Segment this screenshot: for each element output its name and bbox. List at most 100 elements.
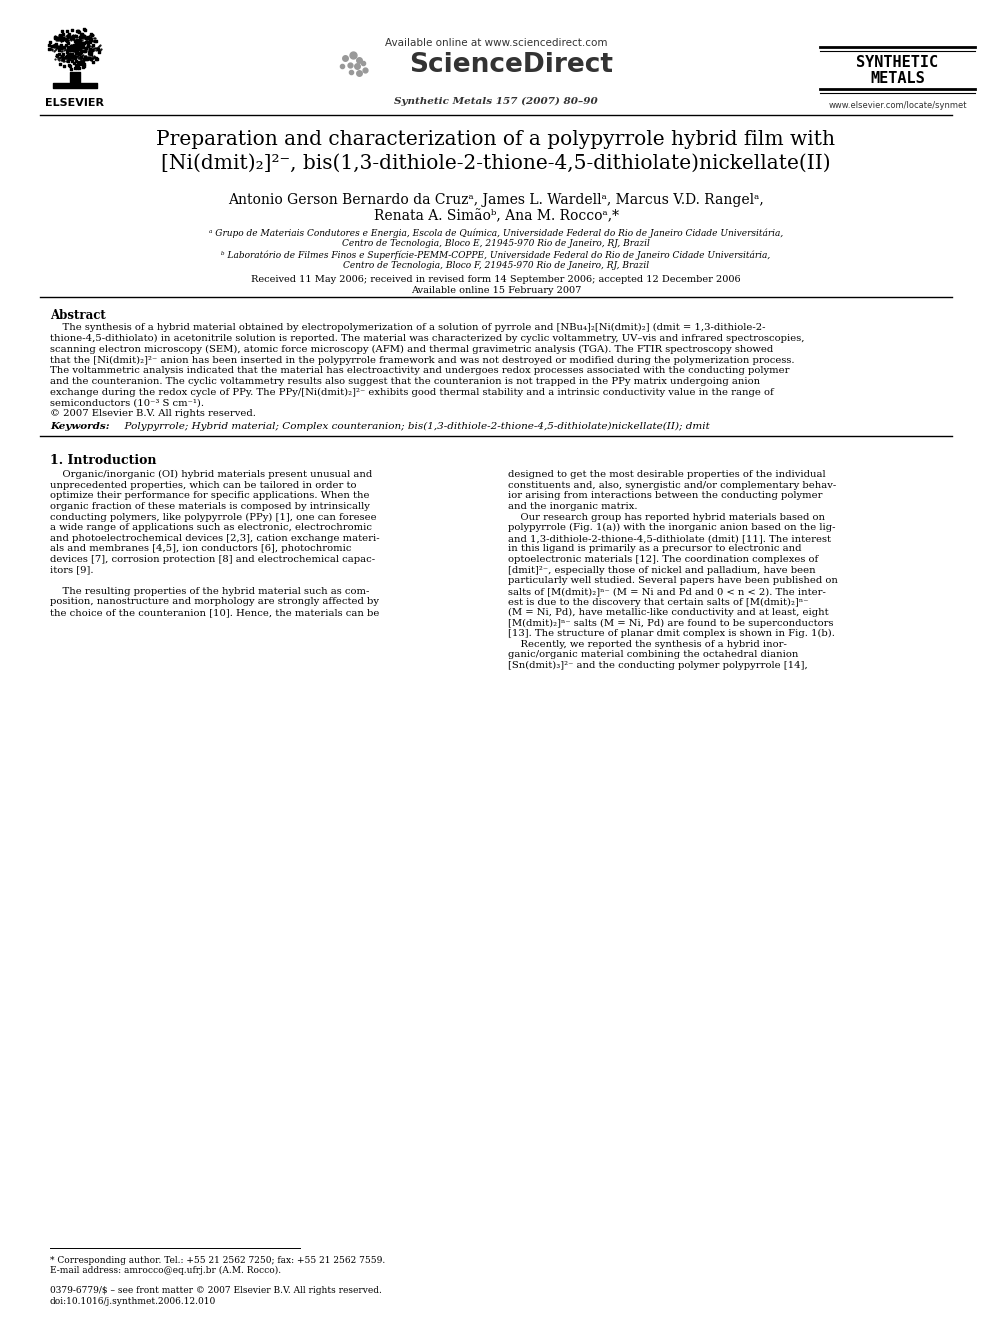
Point — [64, 46, 80, 67]
Point — [88, 48, 104, 69]
Point — [56, 26, 71, 48]
Text: unprecedented properties, which can be tailored in order to: unprecedented properties, which can be t… — [50, 480, 356, 490]
Point — [62, 37, 78, 58]
Point — [52, 46, 67, 67]
Point — [70, 21, 86, 42]
Point — [59, 40, 74, 61]
Point — [62, 46, 78, 67]
Point — [76, 28, 92, 49]
Point — [65, 29, 81, 50]
Point — [62, 24, 77, 45]
Point — [57, 29, 72, 50]
Point — [76, 25, 92, 46]
Text: SYNTHETIC: SYNTHETIC — [856, 56, 938, 70]
Point — [83, 30, 99, 52]
Point — [49, 29, 64, 50]
Point — [67, 38, 83, 60]
Point — [77, 20, 93, 41]
Point — [85, 25, 101, 46]
Point — [69, 54, 85, 75]
Point — [53, 48, 68, 69]
Point — [81, 29, 97, 50]
Point — [56, 45, 71, 66]
Point — [82, 38, 98, 60]
Point — [62, 29, 78, 50]
Point — [49, 36, 64, 57]
Point — [66, 36, 82, 57]
Point — [61, 37, 76, 58]
Text: ELSEVIER: ELSEVIER — [46, 98, 104, 108]
Text: ᵃ Grupo de Materiais Condutores e Energia, Escola de Química, Universidade Feder: ᵃ Grupo de Materiais Condutores e Energi… — [209, 228, 783, 238]
Point — [63, 46, 79, 67]
Point — [59, 28, 74, 49]
Text: [dmit]²⁻, especially those of nickel and palladium, have been: [dmit]²⁻, especially those of nickel and… — [508, 566, 815, 574]
Point — [52, 44, 67, 65]
Point — [66, 37, 82, 58]
Text: conducting polymers, like polypyrrole (PPy) [1], one can foresee: conducting polymers, like polypyrrole (P… — [50, 512, 377, 521]
Point — [44, 38, 60, 60]
Point — [82, 36, 98, 57]
Point — [71, 48, 87, 69]
Point — [69, 42, 85, 64]
Point — [70, 22, 86, 44]
Point — [51, 48, 66, 69]
Point — [49, 45, 64, 66]
Point — [75, 33, 91, 54]
Point — [52, 30, 67, 52]
Point — [64, 44, 80, 65]
Point — [75, 45, 91, 66]
Point — [345, 45, 361, 66]
Point — [93, 38, 109, 60]
Point — [63, 25, 79, 46]
Point — [61, 45, 76, 66]
Point — [76, 56, 92, 77]
Point — [48, 33, 63, 54]
Text: and the inorganic matrix.: and the inorganic matrix. — [508, 501, 638, 511]
Point — [54, 21, 69, 42]
Point — [68, 20, 84, 41]
Point — [50, 48, 65, 69]
Point — [70, 29, 86, 50]
Point — [62, 48, 77, 69]
Point — [67, 45, 83, 66]
Point — [86, 40, 102, 61]
Point — [70, 36, 86, 57]
Point — [64, 42, 80, 64]
Point — [79, 48, 95, 69]
Point — [65, 26, 81, 48]
Text: and 1,3-dithiole-2-thione-4,5-dithiolate (dmit) [11]. The interest: and 1,3-dithiole-2-thione-4,5-dithiolate… — [508, 533, 831, 542]
Point — [68, 26, 84, 48]
Point — [53, 34, 68, 56]
Point — [52, 40, 67, 61]
Point — [58, 29, 73, 50]
Point — [73, 24, 89, 45]
Point — [71, 37, 87, 58]
Point — [72, 36, 88, 57]
Point — [84, 28, 100, 49]
Point — [80, 46, 96, 67]
Point — [71, 44, 87, 65]
Point — [53, 53, 68, 74]
Point — [67, 38, 83, 60]
Point — [69, 38, 85, 60]
Point — [50, 30, 65, 52]
Point — [68, 26, 84, 48]
Point — [66, 48, 82, 69]
Point — [47, 40, 62, 61]
Point — [59, 46, 74, 67]
Point — [88, 38, 104, 60]
Point — [72, 26, 88, 48]
Point — [52, 25, 67, 46]
Point — [62, 45, 77, 66]
Text: the choice of the counteranion [10]. Hence, the materials can be: the choice of the counteranion [10]. Hen… — [50, 609, 379, 617]
Point — [54, 40, 69, 61]
Text: [Ni(dmit)₂]²⁻, bis(1,3-dithiole-2-thione-4,5-dithiolate)nickellate(II): [Ni(dmit)₂]²⁻, bis(1,3-dithiole-2-thione… — [161, 153, 831, 173]
Point — [81, 41, 97, 62]
Point — [80, 34, 96, 56]
Point — [66, 38, 82, 60]
Point — [76, 54, 92, 75]
Point — [85, 48, 101, 69]
Point — [86, 28, 102, 49]
Point — [86, 46, 102, 67]
Point — [55, 37, 70, 58]
